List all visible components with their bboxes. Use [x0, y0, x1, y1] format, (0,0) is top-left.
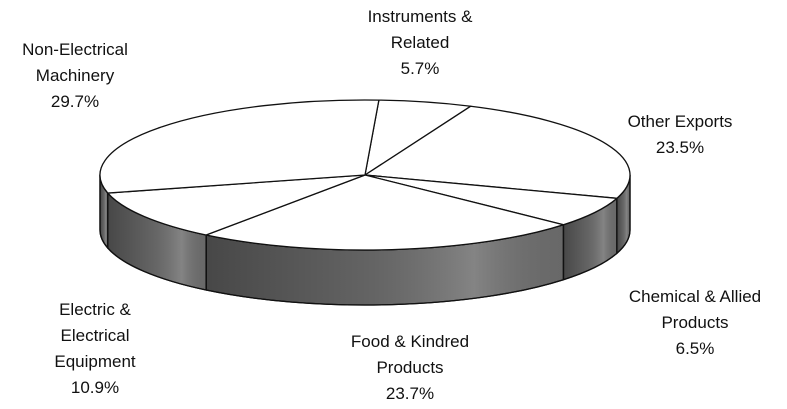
- slice-label: Instruments & Related: [368, 7, 474, 52]
- slice: [205, 174, 565, 251]
- value-label: 6.5%: [676, 339, 715, 358]
- slice-label: Electric & Electrical Equipment: [54, 300, 136, 371]
- slice-label: Non-Electrical Machinery: [22, 40, 128, 85]
- value-label: 23.5%: [656, 138, 704, 157]
- value-label: 5.7%: [401, 59, 440, 78]
- slice: [99, 99, 380, 194]
- value-label: 23.7%: [386, 384, 434, 403]
- value-label: 29.7%: [51, 92, 99, 111]
- value-label: 10.9%: [71, 378, 119, 397]
- slice-label: Food & Kindred Products: [351, 332, 469, 377]
- slice-label: Other Exports: [628, 112, 733, 131]
- slice: [107, 174, 366, 236]
- slice-label: Chemical & Allied Products: [629, 287, 761, 332]
- slice: [364, 105, 631, 199]
